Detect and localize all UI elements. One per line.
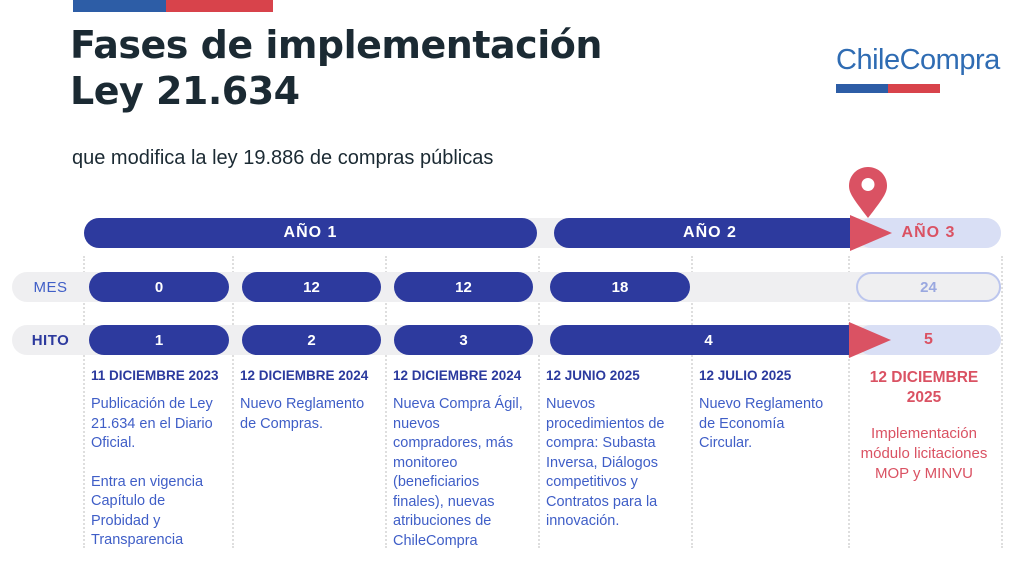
title-line-2: Ley 21.634 (70, 69, 300, 113)
milestone-progress-arrow-icon (849, 322, 891, 358)
column-divider (385, 256, 387, 548)
month-pill-0: 0 (89, 272, 229, 302)
title-line-1: Fases de implementación (70, 23, 602, 67)
month-pill-24-outline: 24 (856, 272, 1001, 302)
chilecompra-logo: ChileCompra (836, 44, 1000, 93)
logo-flag-blue (836, 84, 888, 93)
location-pin-icon (849, 167, 887, 218)
month-pill-12b: 12 (394, 272, 533, 302)
column-divider (848, 256, 850, 548)
column-text: Nueva Compra Ágil, nuevos compradores, m… (393, 396, 523, 549)
timeline-column-6-highlight: 12 DICIEMBRE 2025 Implementación módulo … (860, 368, 988, 503)
column-text: Nuevos procedimientos de compra: Subasta… (546, 396, 665, 529)
column-date: 12 JULIO 2025 (699, 368, 792, 383)
year-1-pill: AÑO 1 (84, 218, 537, 248)
chile-flag-bar (73, 0, 273, 12)
milestone-row-label: HITO (31, 331, 70, 349)
milestone-pill-3: 3 (394, 325, 533, 355)
column-text: Nuevo Reglamento de Compras. (240, 396, 365, 432)
column-date: 12 DICIEMBRE 2024 (240, 368, 369, 383)
subtitle: que modifica la ley 19.886 de compras pú… (72, 147, 494, 169)
column-text: Entra en vigencia Capítulo de Probidad y… (91, 473, 204, 549)
column-text: Nuevo Reglamento de Economía Circular. (699, 396, 824, 451)
logo-flag-red (888, 84, 940, 93)
column-date: 12 JUNIO 2025 (546, 368, 640, 383)
timeline-column-4: 12 JUNIO 2025 Nuevos procedimientos de c… (546, 368, 683, 551)
year-progress-arrow-icon (850, 215, 892, 251)
column-divider (232, 256, 234, 548)
chilecompra-logo-text: ChileCompra (836, 44, 1000, 76)
column-divider (1001, 256, 1003, 548)
column-text: Implementación módulo licitaciones MOP y… (860, 425, 988, 482)
timeline-column-2: 12 DICIEMBRE 2024 Nuevo Reglamento de Co… (240, 368, 377, 453)
month-pill-12a: 12 (242, 272, 381, 302)
column-divider (83, 256, 85, 548)
column-divider (691, 256, 693, 548)
month-pill-18: 18 (550, 272, 690, 302)
month-row: MES 0 12 12 18 24 (12, 272, 1001, 302)
timeline-column-5: 12 JULIO 2025 Nuevo Reglamento de Econom… (699, 368, 840, 473)
year-2-pill: AÑO 2 (554, 218, 866, 248)
column-date: 12 DICIEMBRE 2024 (393, 368, 522, 383)
milestone-pill-2: 2 (242, 325, 381, 355)
milestone-pill-4: 4 (550, 325, 867, 355)
chilecompra-logo-flag-bar (836, 84, 940, 93)
column-date: 11 DICIEMBRE 2023 (91, 368, 219, 383)
column-divider (538, 256, 540, 548)
timeline-column-3: 12 DICIEMBRE 2024 Nueva Compra Ágil, nue… (393, 368, 530, 570)
column-date: 12 DICIEMBRE 2025 (869, 369, 979, 406)
milestone-pill-1: 1 (89, 325, 229, 355)
year-row: AÑO 3 AÑO 1 AÑO 2 (84, 215, 1001, 251)
milestone-row: HITO 5 1 2 3 4 (12, 322, 1001, 358)
page-title: Fases de implementación Ley 21.634 (70, 22, 602, 114)
month-row-label: MES (33, 278, 68, 296)
flag-red-segment (166, 0, 273, 12)
flag-blue-segment (73, 0, 166, 12)
timeline-column-1: 11 DICIEMBRE 2023 Publicación de Ley 21.… (91, 368, 224, 570)
column-text: Publicación de Ley 21.634 en el Diario O… (91, 396, 213, 451)
